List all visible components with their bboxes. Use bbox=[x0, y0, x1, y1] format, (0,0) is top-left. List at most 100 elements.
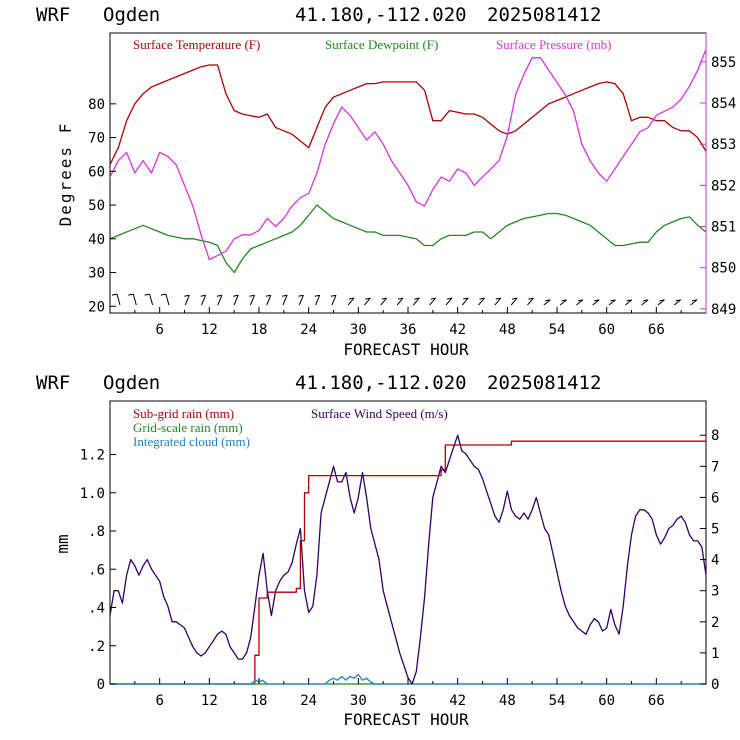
y2-tick-label: 855 bbox=[711, 55, 736, 71]
series-sub-grid-rain-mm bbox=[110, 440, 706, 685]
surface-plot-frame bbox=[109, 32, 707, 314]
wind-barb bbox=[315, 295, 321, 306]
series-surface-temperature-f bbox=[109, 64, 707, 165]
wind-barb bbox=[347, 297, 355, 306]
y2-tick-label: 850 bbox=[711, 261, 736, 277]
wind-barb-flag bbox=[561, 299, 567, 302]
wind-barb bbox=[608, 299, 616, 306]
y2-tick-label: 0 bbox=[711, 677, 719, 693]
wind-barb bbox=[543, 299, 551, 306]
wind-barb-flag bbox=[479, 297, 485, 300]
x-tick-label: 30 bbox=[350, 322, 367, 338]
wind-barb-flag bbox=[675, 299, 681, 302]
y-tick-label: 80 bbox=[88, 97, 105, 113]
wind-barb-flag bbox=[528, 297, 534, 300]
wind-barb-flag bbox=[577, 299, 583, 302]
wind-barb bbox=[624, 299, 633, 306]
x-tick-label: 42 bbox=[449, 693, 466, 709]
wind-barb-flag bbox=[144, 293, 150, 296]
wind-barb bbox=[445, 297, 453, 306]
series-surface-dewpoint-f bbox=[109, 204, 707, 274]
legend-integrated-cloud: Integrated cloud (mm) bbox=[133, 434, 250, 449]
x-tick-label: 18 bbox=[251, 693, 268, 709]
wind-barb bbox=[592, 299, 600, 306]
wind-barb-flag bbox=[381, 297, 387, 300]
y-tick-label: 1.0 bbox=[80, 486, 105, 502]
wind-barb-flag bbox=[545, 299, 551, 302]
wind-barb-flag bbox=[216, 294, 222, 297]
wind-barb bbox=[165, 293, 170, 306]
panel1-model: WRF bbox=[36, 4, 70, 26]
x-tick-label: 36 bbox=[400, 693, 417, 709]
wind-barb-flag bbox=[282, 294, 288, 297]
wind-barb-flag bbox=[265, 294, 271, 297]
y-tick-label: 20 bbox=[88, 299, 105, 315]
wind-barb-flag bbox=[298, 294, 304, 297]
wind-barb bbox=[510, 297, 518, 306]
wind-barb bbox=[380, 297, 388, 306]
wind-barb-flag bbox=[643, 299, 649, 302]
legend-pressure: Surface Pressure (mb) bbox=[496, 37, 612, 52]
y2-tick-label: 853 bbox=[711, 137, 736, 153]
wind-barb bbox=[527, 297, 534, 306]
wind-barb-flag bbox=[128, 293, 134, 296]
wind-barb bbox=[132, 293, 137, 306]
wind-barb bbox=[461, 297, 469, 306]
x-tick-label: 42 bbox=[449, 322, 466, 338]
wind-barb-flag bbox=[314, 294, 320, 297]
wind-barb-flag bbox=[349, 297, 355, 300]
x-tick-label: 6 bbox=[155, 322, 163, 338]
y-tick-label: 60 bbox=[88, 164, 105, 180]
x-tick-label: 24 bbox=[300, 322, 317, 338]
legend-wind-speed: Surface Wind Speed (m/s) bbox=[311, 406, 448, 421]
y-tick-label: 70 bbox=[88, 131, 105, 147]
wind-barb bbox=[217, 295, 223, 306]
y2-tick-label: 6 bbox=[711, 490, 719, 506]
y-tick-label: .8 bbox=[88, 524, 105, 540]
wind-barb-flag bbox=[233, 294, 239, 297]
wind-barb-flag bbox=[610, 299, 616, 302]
x-tick-label: 48 bbox=[499, 693, 516, 709]
wind-barb-flag bbox=[249, 294, 255, 297]
surface-panel: 6 12 18 24 30 36 42 48 54 60 66 20 30 40 50 60 70 80 849 85… bbox=[56, 32, 736, 359]
wind-barb bbox=[331, 295, 337, 306]
y2-tick-label: 7 bbox=[711, 459, 719, 475]
legend-dewpoint: Surface Dewpoint (F) bbox=[325, 37, 438, 52]
y2-tick-label: 2 bbox=[711, 615, 719, 631]
series-surface-pressure-mb bbox=[109, 49, 707, 261]
legend-subgrid-rain: Sub-grid rain (mm) bbox=[133, 406, 234, 421]
y-tick-label: 1.2 bbox=[80, 448, 105, 464]
wind-barb-flag bbox=[430, 297, 436, 300]
x-tick-label: 66 bbox=[648, 693, 665, 709]
x-tick-label: 54 bbox=[549, 693, 566, 709]
wind-barb-flag bbox=[463, 297, 469, 300]
wind-barb bbox=[184, 295, 190, 306]
series-surface-wind-speed-m-s bbox=[109, 434, 707, 685]
y2-tick-label: 8 bbox=[711, 428, 719, 444]
wind-barb bbox=[149, 293, 154, 306]
wind-barb-flag bbox=[626, 299, 632, 302]
wind-barb-flag bbox=[397, 297, 404, 300]
wind-barb-flag bbox=[365, 297, 371, 300]
wind-barb-flag bbox=[414, 297, 420, 300]
x-tick-label: 18 bbox=[251, 322, 268, 338]
x-tick-label: 48 bbox=[499, 322, 516, 338]
y-tick-label: .4 bbox=[88, 601, 105, 617]
surface-xlabel: FORECAST HOUR bbox=[343, 340, 469, 359]
wind-barb bbox=[559, 299, 567, 306]
y2-tick-label: 854 bbox=[711, 96, 736, 112]
panel1-site: Ogden bbox=[103, 4, 160, 26]
wind-barb-flag bbox=[184, 294, 190, 297]
wind-barb bbox=[201, 295, 207, 306]
wind-barb bbox=[429, 297, 436, 306]
y-tick-label: 40 bbox=[88, 232, 105, 248]
precip-ylabel: mm bbox=[53, 534, 72, 553]
wind-barb-flag bbox=[330, 294, 337, 297]
y2-tick-label: 851 bbox=[711, 220, 736, 236]
y-tick-label: 50 bbox=[88, 198, 105, 214]
x-tick-label: 6 bbox=[155, 693, 163, 709]
wind-barb bbox=[576, 299, 584, 306]
wind-barb bbox=[233, 295, 239, 306]
wind-barb bbox=[641, 299, 649, 306]
wind-barb-flag bbox=[160, 293, 166, 296]
